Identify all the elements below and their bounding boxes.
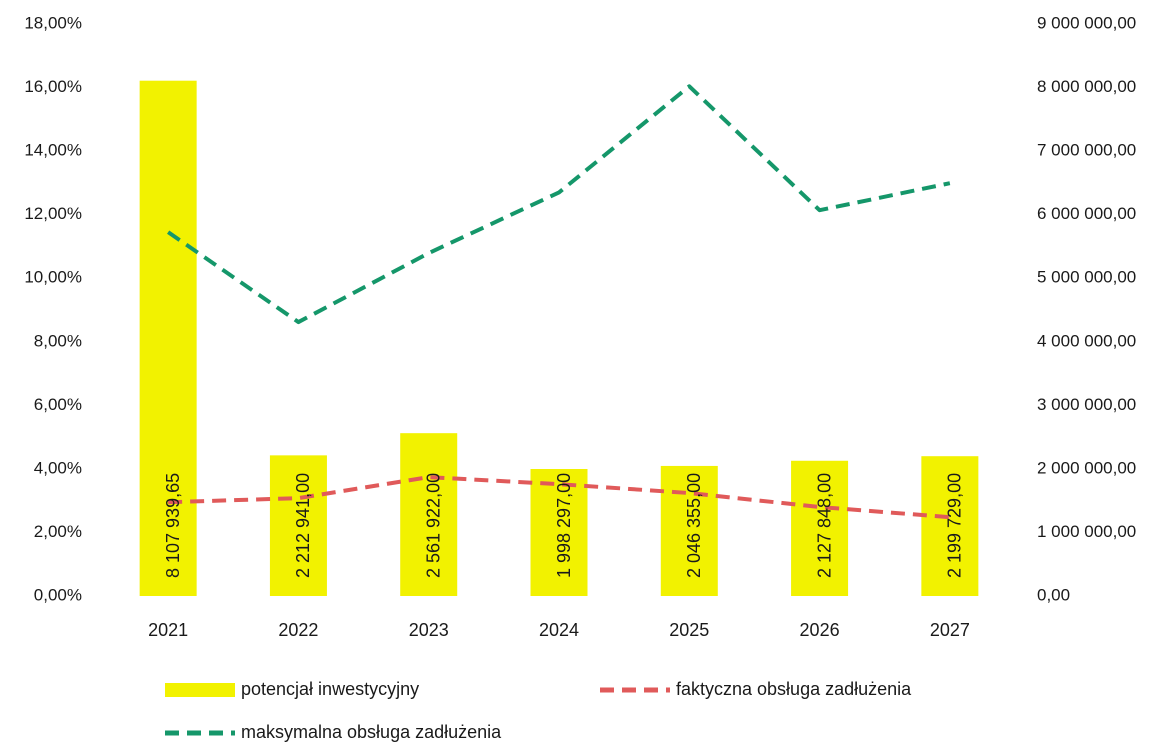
x-tick-label: 2026 xyxy=(800,620,840,640)
bar xyxy=(269,455,327,596)
x-tick-label: 2027 xyxy=(930,620,970,640)
y-tick-label: 18,00% xyxy=(24,13,82,32)
data-label: 2 561 922,00 xyxy=(423,473,443,578)
y2-tick-label: 3 000 000,00 xyxy=(1037,395,1136,414)
y-tick-label: 14,00% xyxy=(24,141,82,160)
y-tick-label: 4,00% xyxy=(34,458,82,477)
x-tick-label: 2024 xyxy=(539,620,579,640)
bar xyxy=(791,460,849,596)
line xyxy=(167,84,951,325)
data-label: 2 212 941,00 xyxy=(293,473,313,578)
y2-tick-label: 7 000 000,00 xyxy=(1037,141,1136,160)
y2-tick-label: 6 000 000,00 xyxy=(1037,204,1136,223)
data-label: 2 127 848,00 xyxy=(814,473,834,578)
bar xyxy=(660,465,718,596)
legend-label: maksymalna obsługa zadłużenia xyxy=(241,722,502,742)
y2-tick-label: 8 000 000,00 xyxy=(1037,77,1136,96)
y2-tick-label: 1 000 000,00 xyxy=(1037,522,1136,541)
data-label: 2 199 729,00 xyxy=(945,473,965,578)
y2-tick-label: 0,00 xyxy=(1037,585,1070,604)
y2-tick-label: 2 000 000,00 xyxy=(1037,458,1136,477)
x-tick-label: 2025 xyxy=(669,620,709,640)
bar xyxy=(139,80,197,597)
y-tick-label: 8,00% xyxy=(34,331,82,350)
data-label: 8 107 939,65 xyxy=(163,473,183,578)
bar xyxy=(400,433,458,596)
bar xyxy=(530,468,588,596)
data-label: 1 998 297,00 xyxy=(554,473,574,578)
legend-label: potencjał inwestycyjny xyxy=(241,679,419,699)
y2-tick-label: 4 000 000,00 xyxy=(1037,331,1136,350)
x-tick-label: 2023 xyxy=(409,620,449,640)
y2-tick-label: 9 000 000,00 xyxy=(1037,13,1136,32)
y-tick-label: 2,00% xyxy=(34,522,82,541)
y-tick-label: 6,00% xyxy=(34,395,82,414)
y-tick-label: 12,00% xyxy=(24,204,82,223)
y-tick-label: 16,00% xyxy=(24,77,82,96)
bar xyxy=(921,456,979,596)
data-label: 2 046 355,00 xyxy=(684,473,704,578)
x-tick-label: 2022 xyxy=(278,620,318,640)
y2-tick-label: 5 000 000,00 xyxy=(1037,268,1136,287)
x-tick-label: 2021 xyxy=(148,620,188,640)
y-tick-label: 10,00% xyxy=(24,268,82,287)
y-tick-label: 0,00% xyxy=(34,585,82,604)
legend-label: faktyczna obsługa zadłużenia xyxy=(676,679,912,699)
legend-swatch xyxy=(165,683,235,697)
